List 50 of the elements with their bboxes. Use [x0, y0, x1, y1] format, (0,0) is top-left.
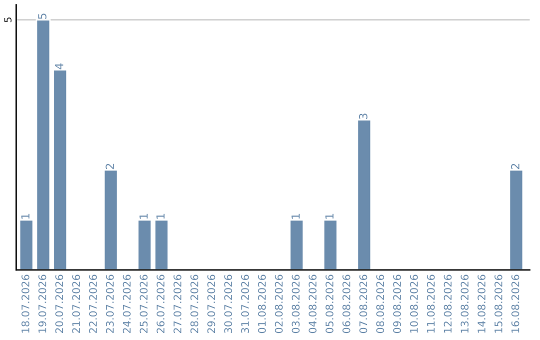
- bar: [18, 219, 34, 270]
- bar: [322, 219, 338, 270]
- x-tick-label: 02.08.2026: [274, 274, 283, 334]
- x-tick-label: 18.07.2026: [21, 274, 30, 333]
- data-label: 1: [325, 214, 334, 219]
- bar: [289, 219, 304, 270]
- data-label: 5: [38, 14, 46, 19]
- x-tick-label: 31.07.2026: [241, 274, 249, 333]
- bar: [36, 19, 51, 270]
- x-tick-label: 16.08.2026: [511, 274, 520, 333]
- x-tick-label: 22.07.2026: [89, 274, 97, 334]
- x-tick-label: 26.07.2026: [156, 274, 164, 334]
- x-tick-label: 14.08.2026: [478, 274, 486, 333]
- x-tick-label: 10.08.2026: [410, 274, 418, 333]
- x-tick-label: 04.08.2026: [308, 274, 317, 334]
- data-label: 1: [140, 214, 148, 219]
- x-tick-label: 08.08.2026: [376, 274, 384, 334]
- bar: [508, 169, 524, 270]
- x-tick-label: 07.08.2026: [359, 274, 368, 334]
- x-tick-label: 30.07.2026: [224, 274, 232, 333]
- x-tick-label: 19.07.2026: [38, 274, 46, 333]
- data-label: 2: [511, 164, 520, 170]
- data-label: 4: [55, 63, 64, 70]
- x-tick-label: 23.07.2026: [106, 274, 114, 334]
- bar: [356, 119, 372, 270]
- x-tick-label: 12.08.2026: [444, 274, 452, 333]
- bar: [52, 69, 68, 270]
- x-tick-label: 20.07.2026: [55, 274, 64, 334]
- data-label: 1: [156, 214, 165, 219]
- x-tick-label: 29.07.2026: [207, 274, 216, 334]
- data-label: 1: [292, 214, 300, 219]
- x-tick-label: 21.07.2026: [72, 274, 80, 334]
- bar: [103, 169, 118, 270]
- x-tick-label: 28.07.2026: [190, 274, 198, 334]
- bar: [154, 219, 169, 270]
- x-tick-label: 03.08.2026: [292, 274, 300, 334]
- x-tick-label: 15.08.2026: [494, 274, 502, 333]
- x-tick-label: 09.08.2026: [393, 274, 401, 334]
- x-tick-label: 13.08.2026: [460, 274, 469, 333]
- data-label: 2: [106, 164, 114, 170]
- x-tick-label: 27.07.2026: [174, 274, 182, 334]
- data-label: 3: [359, 114, 368, 119]
- x-tick-label: 05.08.2026: [326, 274, 334, 334]
- bar: [137, 219, 152, 270]
- x-tick-label: 24.07.2026: [122, 274, 131, 334]
- x-tick-label: 25.07.2026: [140, 274, 148, 334]
- x-tick-label: 06.08.2026: [342, 274, 350, 334]
- data-label: 1: [21, 214, 30, 219]
- x-tick-label: 11.08.2026: [426, 274, 435, 333]
- x-tick-label: 01.08.2026: [258, 274, 266, 334]
